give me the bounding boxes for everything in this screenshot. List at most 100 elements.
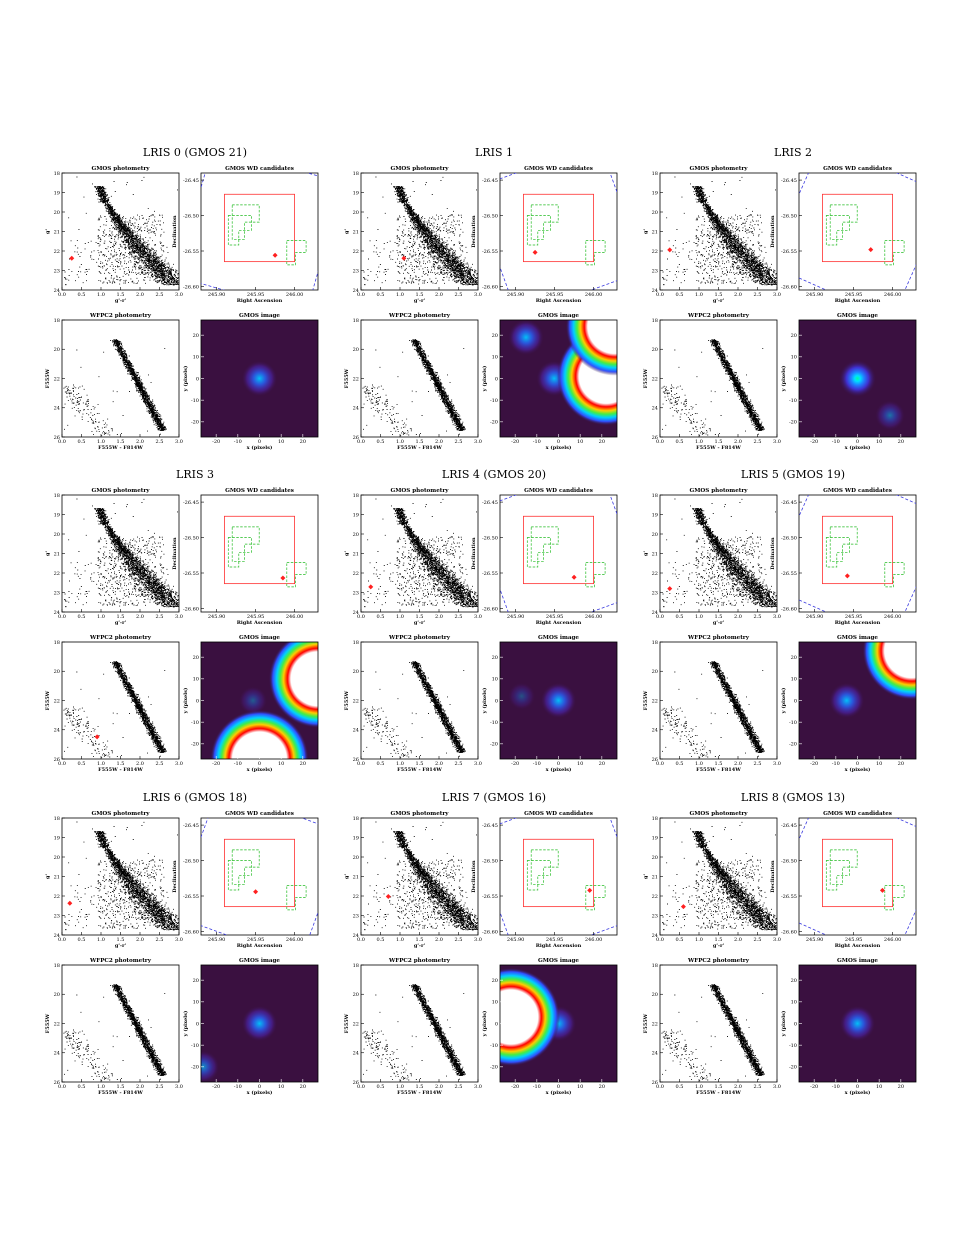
panel-7-gmos-cmd-stars — [363, 821, 478, 931]
panel-6-image-image — [201, 965, 318, 1082]
panel-5-image-x-tick-label: 0 — [856, 761, 859, 767]
panel-8-wfpc2-cmd-x-tick-label: 3.0 — [773, 1084, 781, 1090]
panel-1-gmos-cmd-y-tick-label: 20 — [353, 210, 359, 216]
panel-1-footprint-title: GMOS WD candidates — [524, 166, 593, 172]
panel-7-image-y-tick-label: 10 — [492, 1000, 498, 1006]
panel-0-wfpc2-cmd-x-tick-label: 0.0 — [58, 439, 66, 445]
panel-1-wfpc2-cmd-x-tick-label: 3.0 — [474, 439, 482, 445]
panel-6-footprint-candidate-marker — [253, 889, 259, 895]
panel-1-image-y-tick-label: -10 — [490, 398, 498, 404]
panel-2-wfpc2-cmd-x-tick-label: 2.5 — [754, 439, 762, 445]
panel-5-footprint-overlays — [799, 495, 916, 612]
panel-2-footprint-y-tick-label: -26.50 — [781, 213, 797, 219]
panel-1-gmos-cmd-y-tick-label: 21 — [353, 229, 359, 235]
panel-7-gmos-cmd-x-tick-label: 2.0 — [435, 937, 443, 943]
panel-1-wfpc2-cmd-x-tick-label: 1.0 — [396, 439, 404, 445]
panel-8-footprint-xlabel: Right Ascension — [835, 943, 881, 949]
panel-3-image-xlabel: x (pixels) — [247, 766, 273, 773]
panel-8-footprint-x-tick-label: 245.95 — [845, 937, 863, 943]
panel-8-gmos-cmd-y-tick-label: 19 — [652, 835, 658, 841]
panel-3-wfpc2-cmd-ylabel: F555W — [45, 690, 51, 710]
panel-7-image-source — [500, 967, 560, 1067]
panel-4-image-y-tick-label: 0 — [495, 698, 498, 704]
panel-7-footprint-ylabel: Declination — [471, 860, 477, 893]
panel-2-footprint-lris-box — [822, 193, 894, 263]
panel-7-footprint-x-tick-label: 245.95 — [546, 937, 564, 943]
panel-4-image-source — [507, 682, 536, 711]
panel-8-footprint-x-tick-label: 246.00 — [884, 937, 902, 943]
panel-7-image-y-tick-label: 20 — [492, 978, 498, 984]
panel-2-wfpc2-cmd-x-tick-label: 2.0 — [734, 439, 742, 445]
panel-1-footprint-overlays — [500, 173, 617, 290]
panel-3-wfpc2-cmd-stars — [63, 661, 167, 759]
panel-8-gmos-cmd-xlabel: g'-r' — [713, 943, 725, 949]
panel-1-image-title: GMOS image — [538, 313, 579, 319]
panel-3-gmos-cmd-x-tick-label: 2.5 — [156, 614, 164, 620]
panel-5-image-source — [862, 642, 916, 700]
panel-2-image-image — [799, 320, 916, 437]
panel-0-wfpc2-cmd-y-tick-label: 24 — [54, 406, 60, 412]
panel-1-gmos-cmd-xlabel: g'-r' — [414, 298, 426, 304]
panel-6-title: LRIS 6 (GMOS 18) — [143, 791, 247, 804]
panel-7-wfpc2-cmd-y-tick-label: 20 — [353, 992, 359, 998]
panel-0-gmos-cmd-x-tick-label: 0.0 — [58, 292, 66, 298]
panel-5-wfpc2-cmd-y-tick-label: 24 — [652, 728, 658, 734]
panel-7-gmos-cmd-candidate-marker — [385, 894, 391, 900]
panel-3-footprint-gmos-field — [192, 484, 328, 620]
panel-0-wfpc2-cmd-x-tick-label: 1.5 — [117, 439, 125, 445]
panel-7-footprint-y-tick-label: -26.50 — [482, 858, 498, 864]
panel-2-wfpc2-cmd-x-tick-label: 1.0 — [695, 439, 703, 445]
panel-8-gmos-cmd-x-tick-label: 3.0 — [773, 937, 781, 943]
panel-5-gmos-cmd-y-tick-label: 24 — [652, 610, 658, 616]
panel-2-footprint-frame — [798, 172, 917, 291]
panel-8-gmos-cmd-ylabel: g' — [643, 874, 649, 879]
panel-6-footprint-wfpc2-footprint — [286, 885, 307, 911]
panel-8-footprint-wfpc2-footprint — [884, 885, 905, 911]
panel-6-wfpc2-cmd-x-tick-label: 2.0 — [136, 1084, 144, 1090]
panel-1-footprint-wfpc2-footprint — [526, 215, 551, 246]
panel-4-image-y-tick-label: 20 — [492, 655, 498, 661]
panel-7-gmos-cmd-y-tick-label: 21 — [353, 874, 359, 880]
panel-2-gmos-cmd-title: GMOS photometry — [689, 166, 748, 172]
panel-7-footprint-y-tick-label: -26.45 — [482, 823, 498, 829]
panel-4-footprint-x-tick-label: 245.90 — [507, 614, 525, 620]
panel-0-footprint-lris-box — [223, 193, 295, 263]
panel-3-wfpc2-cmd-x-tick-label: 2.5 — [156, 761, 164, 767]
panel-3-image-x-tick-label: -20 — [212, 761, 220, 767]
panel-8-gmos-cmd-y-tick-label: 21 — [652, 874, 658, 880]
panel-6-footprint-y-tick-label: -26.45 — [183, 823, 199, 829]
panel-4-wfpc2-cmd-x-tick-label: 3.0 — [474, 761, 482, 767]
panel-0-image-x-tick-label: 0 — [258, 439, 261, 445]
panel-2-wfpc2-cmd-y-tick-label: 24 — [652, 406, 658, 412]
panel-6-wfpc2-cmd-y-tick-label: 18 — [54, 963, 60, 969]
panel-4-image-image — [500, 642, 617, 759]
panel-2-gmos-cmd-y-tick-label: 23 — [652, 268, 658, 274]
panel-4-footprint-x-tick-label: 245.95 — [546, 614, 564, 620]
panel-0-wfpc2-cmd-star-points — [63, 339, 167, 437]
panel-4-footprint-y-tick-label: -26.60 — [482, 606, 498, 612]
panel-8-wfpc2-cmd-star-points — [661, 984, 765, 1082]
panel-5-gmos-cmd-x-tick-label: 0.0 — [656, 614, 664, 620]
panel-3-gmos-cmd-stars — [64, 498, 179, 608]
panel-3-image-y-tick-label: -20 — [191, 742, 199, 748]
panel-3-gmos-cmd-x-tick-label: 0.5 — [78, 614, 86, 620]
panel-0-gmos-cmd-y-tick-label: 20 — [54, 210, 60, 216]
panel-3-wfpc2-cmd-x-tick-label: 2.0 — [136, 761, 144, 767]
panel-8-image-x-tick-label: 20 — [898, 1084, 904, 1090]
panel-2-image-y-tick-label: 10 — [791, 355, 797, 361]
panel-7-gmos-cmd-y-tick-label: 23 — [353, 913, 359, 919]
panel-2-gmos-cmd-star-points — [662, 176, 777, 286]
panel-1-footprint-y-tick-label: -26.55 — [482, 249, 498, 255]
panel-7-footprint-wfpc2-footprint — [526, 860, 551, 891]
panel-8-image-xlabel: x (pixels) — [845, 1089, 871, 1096]
panel-7-footprint-wfpc2-footprint — [585, 885, 606, 911]
panel-0-gmos-cmd-x-tick-label: 0.5 — [78, 292, 86, 298]
panel-4-gmos-cmd-y-tick-label: 20 — [353, 532, 359, 538]
panel-5-gmos-cmd-y-tick-label: 20 — [652, 532, 658, 538]
panel-8-gmos-cmd-x-tick-label: 0.0 — [656, 937, 664, 943]
panel-0-image-x-tick-label: -20 — [212, 439, 220, 445]
panel-8-footprint-y-tick-label: -26.55 — [781, 894, 797, 900]
panel-5-image-y-tick-label: 0 — [794, 698, 797, 704]
panel-4-image-x-tick-label: 10 — [577, 761, 583, 767]
panel-6-gmos-cmd-x-tick-label: 0.0 — [58, 937, 66, 943]
